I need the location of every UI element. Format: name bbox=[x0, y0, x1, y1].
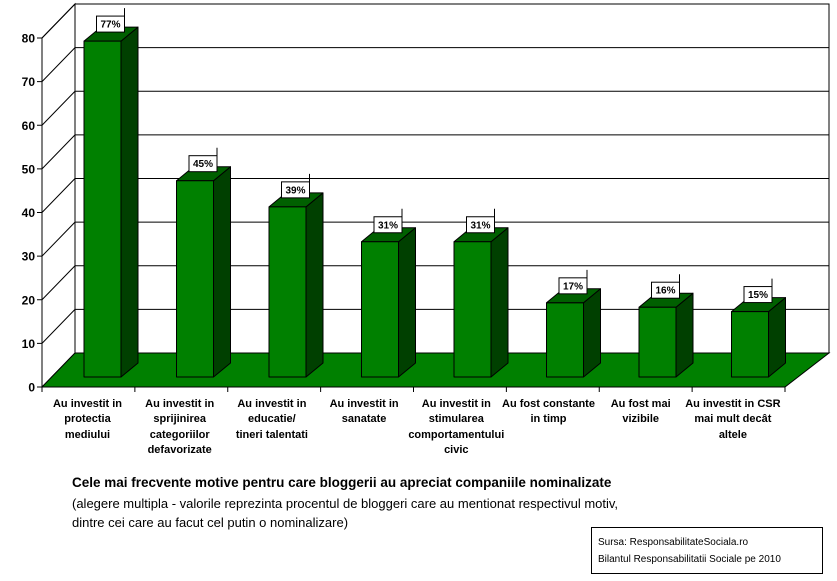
category-label: Au fost mai vizibile bbox=[610, 398, 671, 426]
side-gridline bbox=[41, 90, 76, 126]
y-tick-label: 60 bbox=[22, 119, 36, 133]
data-label: 31% bbox=[466, 208, 495, 234]
side-gridline bbox=[41, 178, 76, 213]
category-label: Au fost constante in timp bbox=[502, 398, 595, 426]
y-tick-labels: 0 10 20 30 40 50 60 70 80 bbox=[22, 32, 36, 395]
bar-side bbox=[675, 292, 694, 378]
bar-front bbox=[361, 241, 399, 378]
data-labels: 77% 45% 39% 31% 31% 17% 16% 15% bbox=[96, 8, 773, 304]
bar-side bbox=[305, 192, 324, 378]
category-label: Au investit in sprijinirea categoriilor … bbox=[145, 398, 215, 456]
side-gridline bbox=[41, 221, 76, 257]
bar bbox=[453, 227, 509, 378]
category-label: Au investit in protectia mediului bbox=[52, 398, 123, 441]
source-line: Sursa: ResponsabilitateSociala.ro bbox=[598, 537, 749, 548]
chart-floor bbox=[40, 352, 831, 388]
bar bbox=[731, 297, 786, 378]
bar bbox=[83, 26, 139, 378]
y-tick-label: 30 bbox=[22, 250, 36, 264]
data-label-text: 17% bbox=[563, 281, 583, 292]
chart-subtitle: (alegere multipla - valorile reprezinta … bbox=[72, 496, 619, 530]
bar-front bbox=[638, 306, 677, 378]
bar bbox=[176, 166, 231, 378]
data-label-box bbox=[373, 216, 403, 234]
side-gridline bbox=[41, 47, 76, 82]
data-label: 16% bbox=[651, 274, 680, 299]
data-label-text: 31% bbox=[378, 220, 398, 231]
data-label-text: 77% bbox=[100, 20, 120, 31]
data-label-box bbox=[466, 216, 495, 234]
bar-front bbox=[176, 180, 214, 378]
data-label: 45% bbox=[188, 147, 218, 173]
y-tick-label: 50 bbox=[22, 162, 36, 176]
y-tick-label: 40 bbox=[22, 206, 36, 220]
side-gridline bbox=[41, 309, 76, 344]
data-label-box bbox=[281, 181, 310, 199]
bar bbox=[361, 227, 416, 378]
bar-front bbox=[453, 241, 492, 378]
chart-walls bbox=[41, 2, 830, 389]
bar-front bbox=[83, 40, 122, 378]
data-label-box bbox=[188, 155, 218, 173]
data-label-text: 45% bbox=[193, 159, 213, 170]
bar-front bbox=[268, 206, 307, 378]
side-gridline bbox=[41, 3, 76, 39]
bar-front bbox=[731, 311, 769, 378]
y-tick-label: 10 bbox=[22, 337, 36, 351]
data-label: 17% bbox=[558, 269, 588, 295]
source-box: Sursa: ResponsabilitateSociala.ro Bilant… bbox=[591, 527, 823, 574]
category-label: Au investit in CSR mai mult decât altele bbox=[685, 398, 781, 441]
category-label: Au investit in sanatate bbox=[329, 398, 399, 426]
side-gridline bbox=[41, 134, 76, 170]
y-tick-label: 80 bbox=[22, 32, 36, 46]
data-label: 15% bbox=[743, 278, 773, 304]
data-label-text: 39% bbox=[285, 185, 305, 196]
y-tick-label: 20 bbox=[22, 293, 36, 307]
data-label-text: 15% bbox=[748, 290, 768, 301]
bar-side bbox=[583, 288, 601, 378]
side-gridline bbox=[41, 265, 76, 301]
data-label-box bbox=[743, 286, 773, 304]
source-line: Bilantul Responsabilitatii Sociale pe 20… bbox=[598, 554, 781, 565]
bar-side bbox=[120, 26, 139, 378]
data-label: 31% bbox=[373, 208, 403, 234]
data-label-box bbox=[96, 15, 125, 33]
bar-side bbox=[213, 166, 231, 378]
data-label: 77% bbox=[96, 8, 125, 33]
category-label: Au investit in educatie/ tineri talentat… bbox=[235, 398, 308, 441]
bar-side bbox=[398, 227, 416, 378]
bar-chart: 0 10 20 30 40 50 60 70 80 77% 45% 39% 31% 31% 17% 16% 15… bbox=[22, 2, 831, 395]
bar bbox=[638, 292, 694, 378]
data-label-text: 31% bbox=[470, 220, 490, 231]
bar bbox=[268, 192, 324, 378]
category-label: Au investit in stimularea comportamentul… bbox=[408, 398, 505, 456]
bar-front bbox=[546, 302, 584, 378]
data-label-text: 16% bbox=[655, 286, 675, 297]
chart-title: Cele mai frecvente motive pentru care bl… bbox=[72, 475, 612, 490]
data-label-box bbox=[651, 281, 680, 299]
data-label-box bbox=[558, 277, 588, 295]
bar-side bbox=[490, 227, 509, 378]
bar bbox=[546, 288, 601, 378]
data-label: 39% bbox=[281, 173, 310, 199]
y-tick-label: 70 bbox=[22, 75, 36, 89]
y-tick-label: 0 bbox=[28, 381, 35, 395]
axes bbox=[37, 37, 786, 392]
